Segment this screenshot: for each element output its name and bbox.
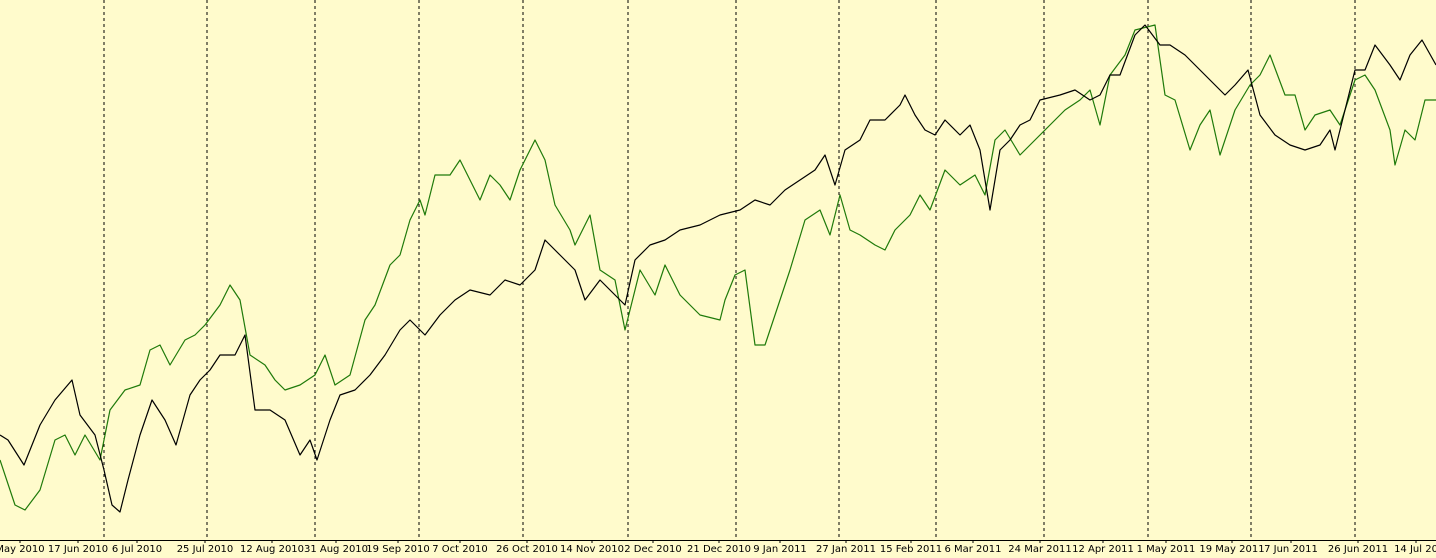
- x-tick-label: 27 Jan 2011: [816, 544, 876, 555]
- x-tick-label: 25 Jul 2010: [177, 544, 234, 555]
- series-line: [0, 24, 1436, 513]
- x-tick-label: 21 Dec 2010: [687, 544, 751, 555]
- x-tick-label: 26 Jun 2011: [1328, 544, 1388, 555]
- x-tick-label: 7 Oct 2010: [432, 544, 487, 555]
- x-tick-label: 12 Aug 2010: [240, 544, 304, 555]
- x-tick-label: 6 Mar 2011: [944, 544, 1001, 555]
- x-tick-label: May 2010: [0, 544, 45, 555]
- x-tick-label: 31 Aug 2010: [304, 544, 368, 555]
- x-tick-label: 14 Jul 20: [1394, 544, 1436, 555]
- x-tick-label: 15 Feb 2011: [880, 544, 942, 555]
- series-line: [0, 24, 1436, 511]
- x-tick-label: 2 Dec 2010: [624, 544, 682, 555]
- x-tick-label: 7 Jun 2011: [1264, 544, 1318, 555]
- x-tick-label: 1 May 2011: [1137, 544, 1196, 555]
- x-tick-label: 24 Mar 2011: [1008, 544, 1071, 555]
- x-tick-label: 17 Jun 2010: [48, 544, 108, 555]
- x-tick-label: 9 Jan 2011: [753, 544, 807, 555]
- x-tick-label: 19 May 2011: [1199, 544, 1264, 555]
- x-tick-label: 12 Apr 2011: [1072, 544, 1134, 555]
- x-tick-label: 19 Sep 2010: [366, 544, 429, 555]
- period-separators: [103, 0, 1356, 540]
- x-tick-label: 6 Jul 2010: [112, 544, 162, 555]
- x-tick-label: 14 Nov 2010: [560, 544, 624, 555]
- x-tick-label: 26 Oct 2010: [496, 544, 558, 555]
